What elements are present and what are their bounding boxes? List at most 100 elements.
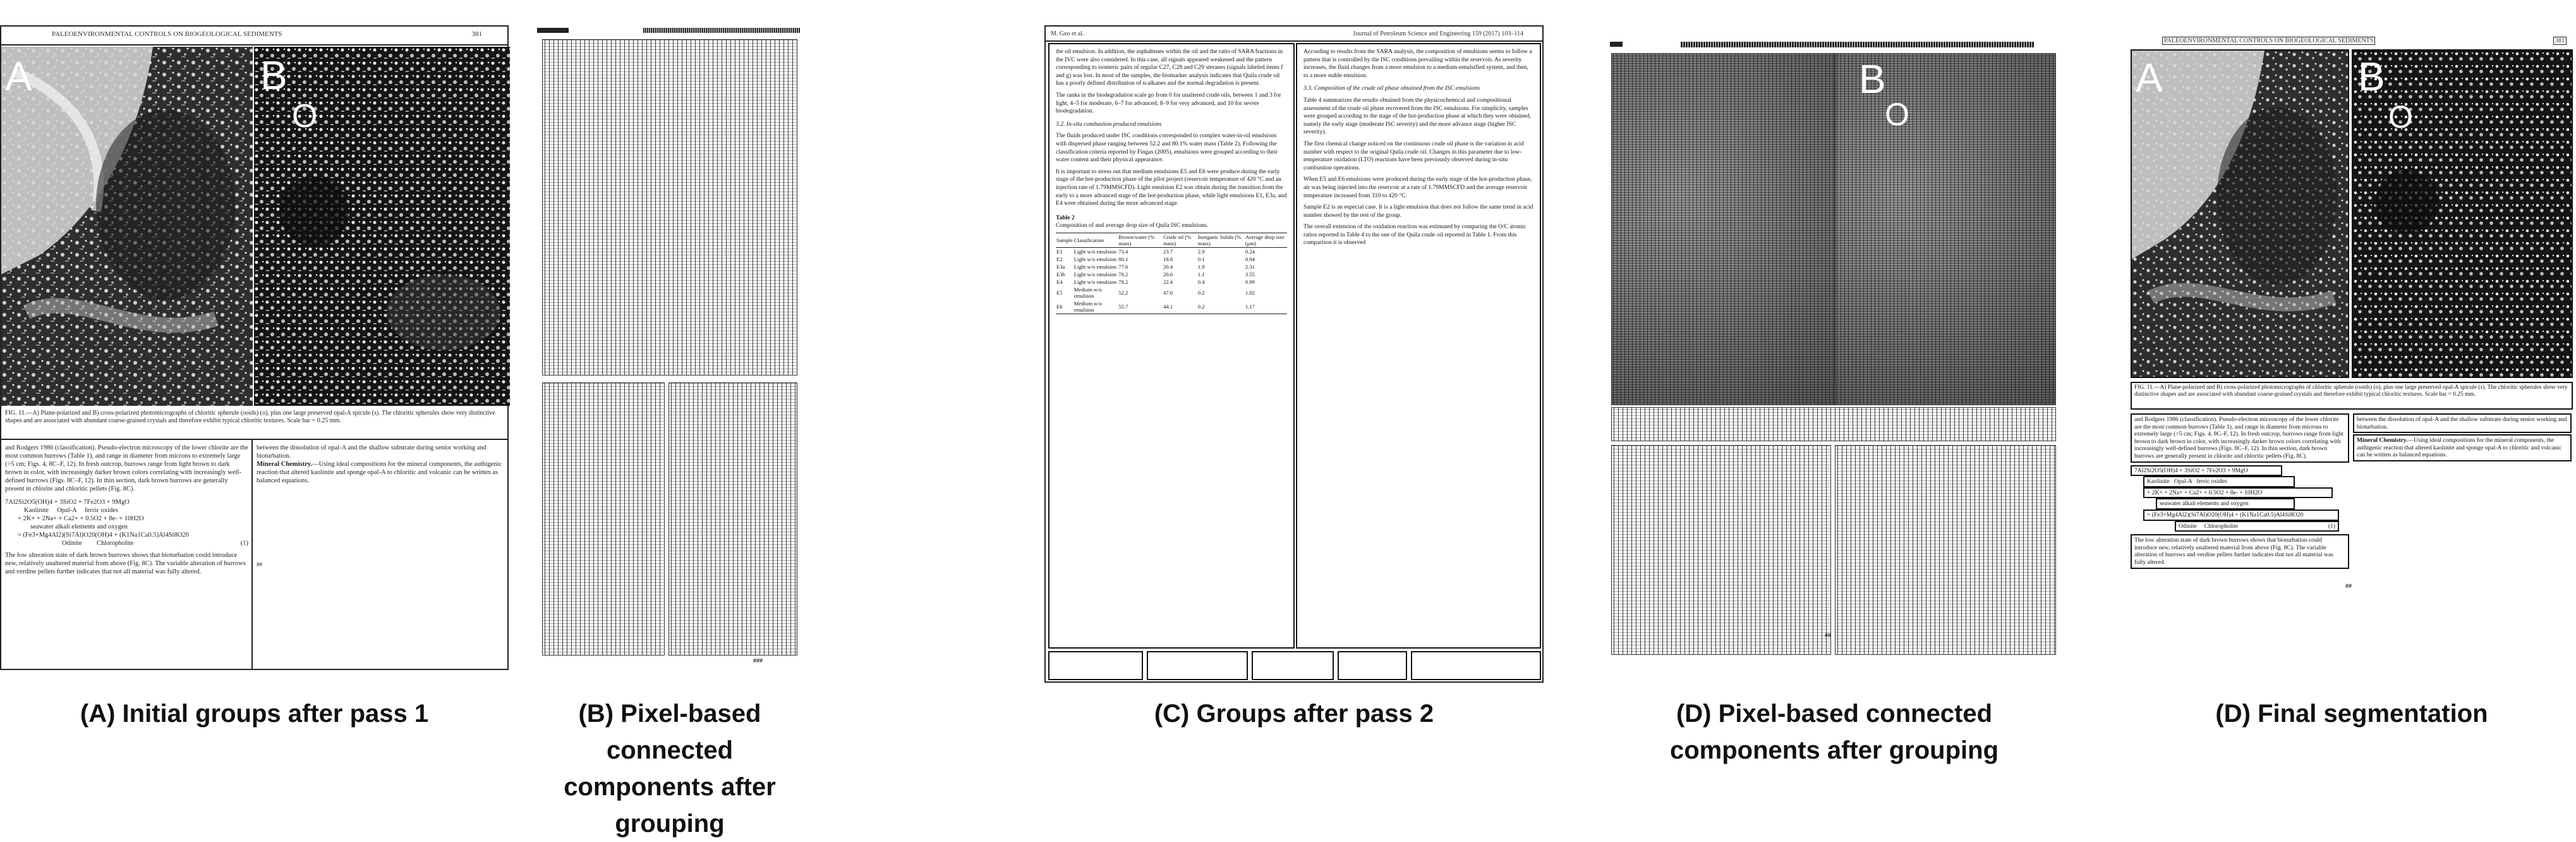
panel-c-left-paragraph-3: The fluids produced under ISC conditions… bbox=[1056, 132, 1278, 164]
micrograph-cross-polarized: B O bbox=[254, 47, 510, 406]
table-cell: 1.9 bbox=[1197, 263, 1205, 270]
table-cell: E3b bbox=[1056, 271, 1065, 278]
table-cell: 78.2 bbox=[1118, 271, 1128, 278]
panel-d2-page: PALEOENVIRONMENTAL CONTROLS ON BIOGEOLOG… bbox=[2131, 35, 2573, 623]
table-row: E4 Light w/o emulsion 78.2 22.4 0.4 0.99 bbox=[1056, 278, 1287, 286]
table-cell: Medium w/o emulsion bbox=[1073, 300, 1102, 313]
caption-rule bbox=[1, 439, 507, 440]
caption-d1: (D) Pixel-based connected components aft… bbox=[1610, 695, 2059, 769]
caption-a-line1: (A) Initial groups after pass 1 bbox=[80, 700, 429, 728]
table-cell: 80.1 bbox=[1118, 255, 1128, 262]
panel-a-equation-products: Odinite Chloropholite (1) bbox=[5, 539, 248, 547]
panel-b: ### bbox=[537, 25, 802, 664]
panel-c-section-32: 3.2. In-situ combustion produced emulsio… bbox=[1056, 120, 1162, 128]
panel-c-right-paragraph-5: Sample E2 is an especial case. It is a l… bbox=[1303, 204, 1533, 219]
panel-d2-equation-1-box: 7Al2Si2O5(OH)4 + 3SiO2 + 7Fe2O3 + 9MgO bbox=[2131, 465, 2282, 477]
panel-a-right-column: between the dissolution of opal-A and th… bbox=[257, 444, 503, 569]
table-row: E1 Light w/o emulsion 73.4 23.7 2.9 0.24 bbox=[1056, 247, 1287, 255]
panel-d1: B O ## bbox=[1610, 25, 2059, 657]
panel-a-mineral-paragraph: Mineral Chemistry.—Using ideal compositi… bbox=[257, 460, 503, 485]
table-cell: Light w/o emulsion bbox=[1073, 248, 1117, 255]
caption-b-line1: (B) Pixel-based connected bbox=[578, 700, 761, 764]
panel-d2-eq-kaolinite: Kaolinite bbox=[2147, 478, 2170, 485]
table-row: E3a Light w/o emulsion 77.6 20.4 1.9 2.31 bbox=[1056, 263, 1287, 271]
column-divider bbox=[251, 440, 253, 669]
table-cell: 0.2 bbox=[1197, 289, 1205, 296]
table-col-header: Sample bbox=[1056, 236, 1073, 243]
panel-d2-label-a: A bbox=[2136, 55, 2163, 101]
table-col-header: Inorganic Solids (% mass) bbox=[1197, 233, 1242, 247]
eq-label-chlorophaeite: Chloropholite bbox=[97, 540, 134, 547]
panel-c-table-description: Composition of and average drop size of … bbox=[1056, 222, 1208, 229]
panel-b-header-mark bbox=[537, 28, 569, 33]
table-cell: 73.4 bbox=[1118, 248, 1128, 255]
table-cell: Light w/o emulsion bbox=[1073, 263, 1117, 270]
micrograph-b-image bbox=[254, 47, 510, 406]
table-header-row: Sample Classification Brown/water (% mas… bbox=[1056, 233, 1287, 248]
table-cell: Medium w/o emulsion bbox=[1073, 286, 1102, 299]
panel-d1-label-o: O bbox=[1885, 97, 1909, 132]
table-cell: 47.6 bbox=[1163, 289, 1173, 296]
mineral-text: —Using ideal compositions for the minera… bbox=[257, 461, 502, 484]
mineral-heading: Mineral Chemistry. bbox=[257, 461, 313, 468]
panel-c-table: Sample Classification Brown/water (% mas… bbox=[1056, 232, 1287, 314]
panel-d2-micrograph-b: B O bbox=[2352, 49, 2573, 378]
panel-d2-micrograph-a: A bbox=[2131, 49, 2349, 378]
panel-d1-header-bar bbox=[1681, 42, 2035, 47]
panel-d2-figure-caption: FIG. 11.—A) Plane-polarized and B) cross… bbox=[2131, 382, 2573, 410]
panel-b-header-bar bbox=[643, 28, 800, 33]
table-cell: 44.1 bbox=[1163, 303, 1173, 310]
eq-label-odinite: Odinite bbox=[62, 540, 82, 547]
panel-a-left-column: and Rodgers 1986 (classification). Pseud… bbox=[5, 444, 248, 576]
panel-a-equation-2: + 2K+ + 2Na+ + Ca2+ + 0.5O2 + 8e- + 10H2… bbox=[18, 515, 144, 522]
table-cell: E2 bbox=[1056, 255, 1063, 262]
micrograph-label-b: B bbox=[260, 52, 287, 98]
caption-b-line2: components after grouping bbox=[564, 773, 776, 838]
panel-d1-label-b: B bbox=[1859, 56, 1886, 102]
eq-label-ferric: ferric oxides bbox=[85, 507, 119, 514]
panel-d2-left-column: and Rodgers 1986 (classification). Pseud… bbox=[2131, 413, 2349, 569]
panel-c-header-left: M. Geo et al. bbox=[1051, 30, 1084, 37]
panel-a-page-number: 381 bbox=[471, 30, 483, 38]
panel-c-left-paragraph-1: the oil emulsion. In addition, the aspha… bbox=[1056, 48, 1283, 87]
table-cell: E1 bbox=[1056, 248, 1063, 255]
table-col-header: Brown/water (% mass) bbox=[1118, 233, 1155, 247]
table-cell: 0.2 bbox=[1197, 303, 1205, 310]
panel-d2-page-marker: ## bbox=[2345, 583, 2352, 589]
table-cell: 77.6 bbox=[1118, 263, 1128, 270]
panel-c-left-paragraph-4: It is important to stress out that mediu… bbox=[1056, 168, 1287, 207]
panel-d1-right-text-components bbox=[1835, 445, 2056, 655]
panel-d1-micrograph-b-components bbox=[1835, 53, 2056, 405]
panel-d2-equation-aq-box: seawater alkali elements and oxygen bbox=[2156, 498, 2295, 509]
table-cell: 52.2 bbox=[1118, 289, 1128, 296]
panel-d2-running-header: PALEOENVIRONMENTAL CONTROLS ON BIOGEOLOG… bbox=[2162, 37, 2376, 45]
panel-c-right-paragraph-1: According to results from the SARA analy… bbox=[1303, 48, 1532, 79]
panel-d1-caption-components bbox=[1611, 407, 2056, 441]
panel-a-page: PALEOENVIRONMENTAL CONTROLS ON BIOGEOLOG… bbox=[0, 25, 510, 670]
table-cell: 1.1 bbox=[1197, 271, 1205, 278]
caption-c-line1: (C) Groups after pass 2 bbox=[1154, 700, 1434, 728]
panel-d2-eq-opal: Opal-A bbox=[2174, 478, 2192, 485]
panel-c-footer-box-1 bbox=[1048, 651, 1143, 680]
ooid-label-o: O bbox=[292, 98, 318, 135]
table-row: E2 Light w/o emulsion 80.1 18.8 0.1 0.94 bbox=[1056, 255, 1287, 263]
panel-d2-eq-odinite: Odinite bbox=[2179, 522, 2197, 530]
table-cell: 23.7 bbox=[1163, 248, 1173, 255]
table-col-header: Crude oil (% mass) bbox=[1163, 233, 1192, 247]
table-cell: Light w/o emulsion bbox=[1073, 271, 1117, 278]
panel-a-figure-caption: FIG. 11.—A) Plane-polarized and B) cross… bbox=[5, 410, 495, 424]
caption-d2-line1: (D) Final segmentation bbox=[2215, 700, 2488, 728]
panel-d1-page-number: ## bbox=[1825, 632, 1832, 638]
table-cell: 1.02 bbox=[1245, 289, 1255, 296]
panel-d2-right-column: between the dissolution of opal-A and th… bbox=[2353, 413, 2572, 461]
eq-label-opal: Opal-A bbox=[57, 507, 77, 514]
panel-d2-mineral-text: —Using ideal compositions for the minera… bbox=[2357, 437, 2562, 459]
panel-b-page-number: ### bbox=[753, 657, 763, 664]
panel-b-upper-components bbox=[542, 39, 797, 375]
table-cell: Light w/o emulsion bbox=[1073, 255, 1117, 262]
panel-d2-label-b: B bbox=[2358, 54, 2385, 99]
table-col-header: Average drop size (μm) bbox=[1245, 233, 1285, 247]
panel-b-lower-left-components bbox=[542, 382, 665, 656]
panel-d2-bottom-text-box: The low alteration state of dark brown b… bbox=[2131, 534, 2349, 569]
panel-d2-micrograph-b-image bbox=[2353, 51, 2572, 377]
